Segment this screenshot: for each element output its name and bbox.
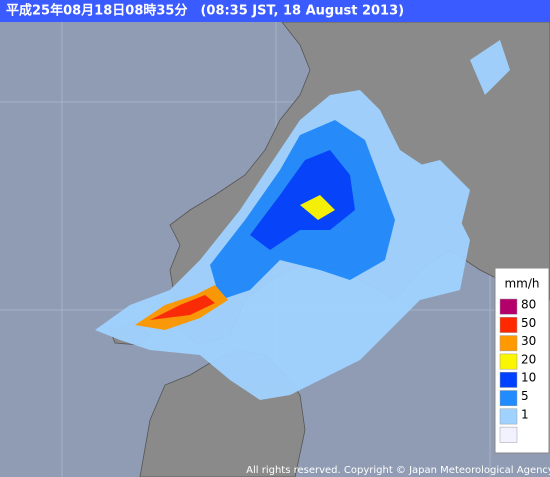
- legend-swatch: [499, 317, 518, 333]
- legend-swatch: [499, 371, 518, 388]
- legend-label: 20: [521, 352, 536, 366]
- legend-swatch: [499, 408, 518, 425]
- rain-echo: [95, 40, 510, 400]
- legend-label: 80: [521, 298, 536, 312]
- legend-swatch: [499, 426, 518, 443]
- legend-label: 50: [521, 316, 536, 330]
- copyright: All rights reserved. Copyright © Japan M…: [246, 465, 550, 476]
- legend-label: 30: [521, 334, 536, 348]
- legend-label: 10: [521, 371, 536, 385]
- legend-unit: mm/h: [504, 277, 539, 291]
- legend-label: 1: [521, 407, 529, 421]
- title: 平成25年08月18日08時35分 (08:35 JST, 18 August …: [6, 3, 404, 19]
- title-bar: [0, 0, 550, 22]
- legend-label: 5: [521, 389, 529, 403]
- legend-swatch: [499, 335, 518, 352]
- legend-swatch: [499, 353, 518, 370]
- legend-swatch: [499, 298, 518, 315]
- legend-swatch: [499, 390, 518, 407]
